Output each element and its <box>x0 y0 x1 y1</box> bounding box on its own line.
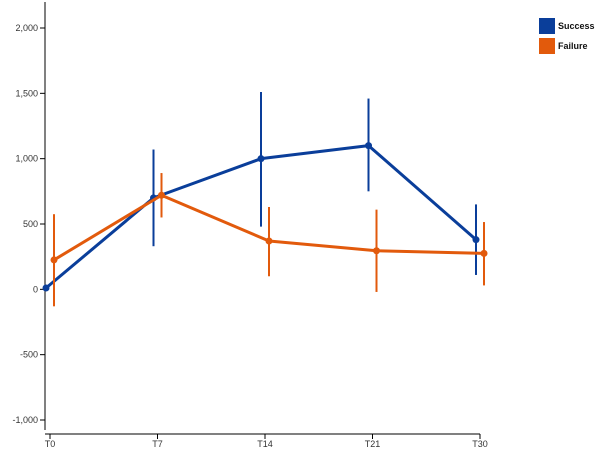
data-point[interactable] <box>472 236 480 244</box>
series-success <box>42 92 480 292</box>
x-tick-label: T30 <box>472 439 488 449</box>
data-point[interactable] <box>265 237 273 245</box>
data-point[interactable] <box>50 256 58 264</box>
y-axis-ticks: -1,000 -500 0 500 1,000 1,500 2,000 <box>12 23 45 425</box>
data-point[interactable] <box>42 284 50 292</box>
x-tick-label: T7 <box>152 439 163 449</box>
series-layer <box>42 92 488 307</box>
y-tick-label: 0 <box>33 284 38 294</box>
x-axis-ticks: T0 T7 T14 T21 T30 <box>45 434 488 449</box>
legend-label: Success <box>558 21 595 31</box>
data-point[interactable] <box>257 155 265 163</box>
y-tick-label: -500 <box>20 350 38 360</box>
x-tick-label: T14 <box>257 439 273 449</box>
y-tick-label: 2,000 <box>15 23 38 33</box>
y-tick-label: 1,500 <box>15 88 38 98</box>
x-tick-label: T21 <box>365 439 381 449</box>
data-point[interactable] <box>480 249 488 257</box>
data-point[interactable] <box>158 191 165 199</box>
x-tick-label: T0 <box>45 439 56 449</box>
y-tick-label: -1,000 <box>12 415 38 425</box>
y-tick-label: 500 <box>23 219 38 229</box>
legend-label: Failure <box>558 41 588 51</box>
series-failure <box>50 173 488 307</box>
y-tick-label: 1,000 <box>15 154 38 164</box>
legend-swatch <box>539 18 555 34</box>
data-point[interactable] <box>373 247 380 255</box>
legend-swatch <box>539 38 555 54</box>
axes: -1,000 -500 0 500 1,000 1,500 2,000 T0 T7 T14 T21… <box>12 2 488 449</box>
legend: Success Failure <box>539 18 595 54</box>
data-point[interactable] <box>365 142 372 150</box>
